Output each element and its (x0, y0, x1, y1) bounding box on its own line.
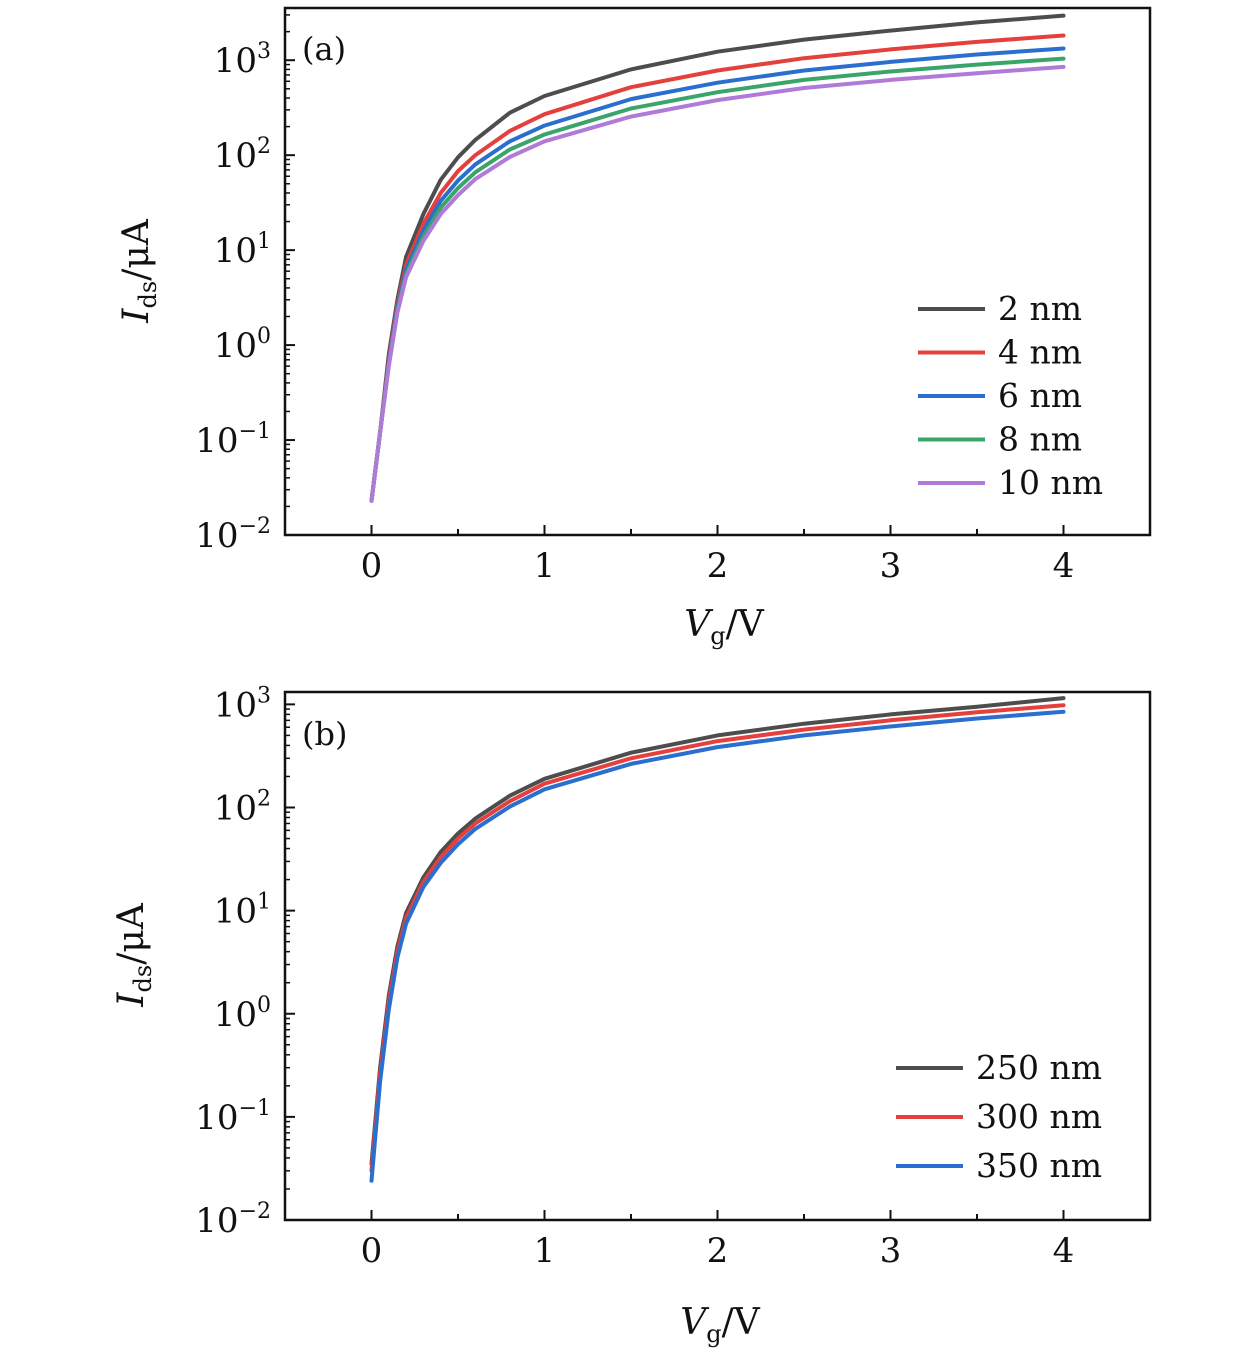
series-group (369, 696, 1066, 1183)
x-tick-label: 3 (880, 546, 902, 586)
legend: 250 nm 300 nm 350 nm (896, 1048, 1102, 1185)
x-tick-label: 3 (880, 1231, 902, 1271)
y-tick-exponent: 3 (257, 39, 271, 64)
series-group (369, 13, 1066, 503)
x-axis-title: Vg/V (684, 604, 765, 650)
y-tick-label: 10−1 (195, 1096, 271, 1138)
legend-label: 4 nm (998, 333, 1082, 372)
panel-label: (a) (302, 30, 346, 68)
series-line-8-nm (369, 56, 1066, 503)
x-tick-label: 1 (534, 1231, 556, 1271)
panel-label: (b) (302, 715, 347, 753)
y-tick-label: 100 (214, 993, 271, 1035)
series-line-6-nm (369, 46, 1066, 503)
series-line-300-nm (369, 703, 1066, 1173)
y-tick-label: 102 (214, 787, 271, 829)
x-tick-label: 2 (707, 546, 729, 586)
legend-label: 250 nm (976, 1048, 1102, 1087)
series-line-10-nm (369, 64, 1066, 503)
plot-frame (283, 690, 1152, 1222)
y-tick-label: 101 (214, 229, 271, 271)
y-axis-title: Ids/μA (111, 902, 157, 1007)
y-tick-label: 10−1 (195, 419, 271, 461)
x-axis-title: Vg/V (680, 1302, 761, 1348)
x-tick-label: 0 (361, 546, 383, 586)
y-tick-exponent: 0 (257, 324, 271, 349)
series-line-250-nm (369, 696, 1066, 1166)
y-tick-exponent: −1 (239, 419, 271, 444)
x-tick-label: 1 (534, 546, 556, 586)
legend-label: 350 nm (976, 1146, 1102, 1185)
y-tick-label: 10−2 (195, 514, 271, 556)
y-tick-exponent: −2 (239, 514, 271, 539)
y-tick-exponent: 2 (257, 134, 271, 159)
y-tick-exponent: 2 (257, 787, 271, 812)
legend-label: 8 nm (998, 420, 1082, 459)
y-tick-label: 101 (214, 890, 271, 932)
y-tick-exponent: 3 (257, 683, 271, 708)
x-tick-label: 2 (707, 1231, 729, 1271)
x-tick-label: 4 (1053, 1231, 1075, 1271)
y-tick-label: 103 (214, 683, 271, 725)
series-line-350-nm (369, 709, 1066, 1183)
series-line-2-nm (369, 13, 1066, 503)
legend-label: 6 nm (998, 376, 1082, 415)
legend-label: 2 nm (998, 289, 1082, 328)
y-tick-label: 100 (214, 324, 271, 366)
legend: 2 nm 4 nm 6 nm 8 nm 10 nm (918, 289, 1103, 502)
x-tick-label: 4 (1053, 546, 1075, 586)
series-line-4-nm (369, 33, 1066, 503)
y-tick-exponent: 1 (257, 229, 271, 254)
y-tick-exponent: 0 (257, 993, 271, 1018)
y-tick-label: 102 (214, 134, 271, 176)
y-tick-label: 103 (214, 39, 271, 81)
y-axis-title: Ids/μA (116, 218, 162, 323)
y-tick-exponent: 1 (257, 890, 271, 915)
y-tick-exponent: −1 (239, 1096, 271, 1121)
legend-label: 10 nm (998, 463, 1103, 502)
legend-label: 300 nm (976, 1097, 1102, 1136)
y-tick-label: 10−2 (195, 1199, 271, 1241)
y-tick-exponent: −2 (239, 1199, 271, 1224)
x-tick-label: 0 (361, 1231, 383, 1271)
